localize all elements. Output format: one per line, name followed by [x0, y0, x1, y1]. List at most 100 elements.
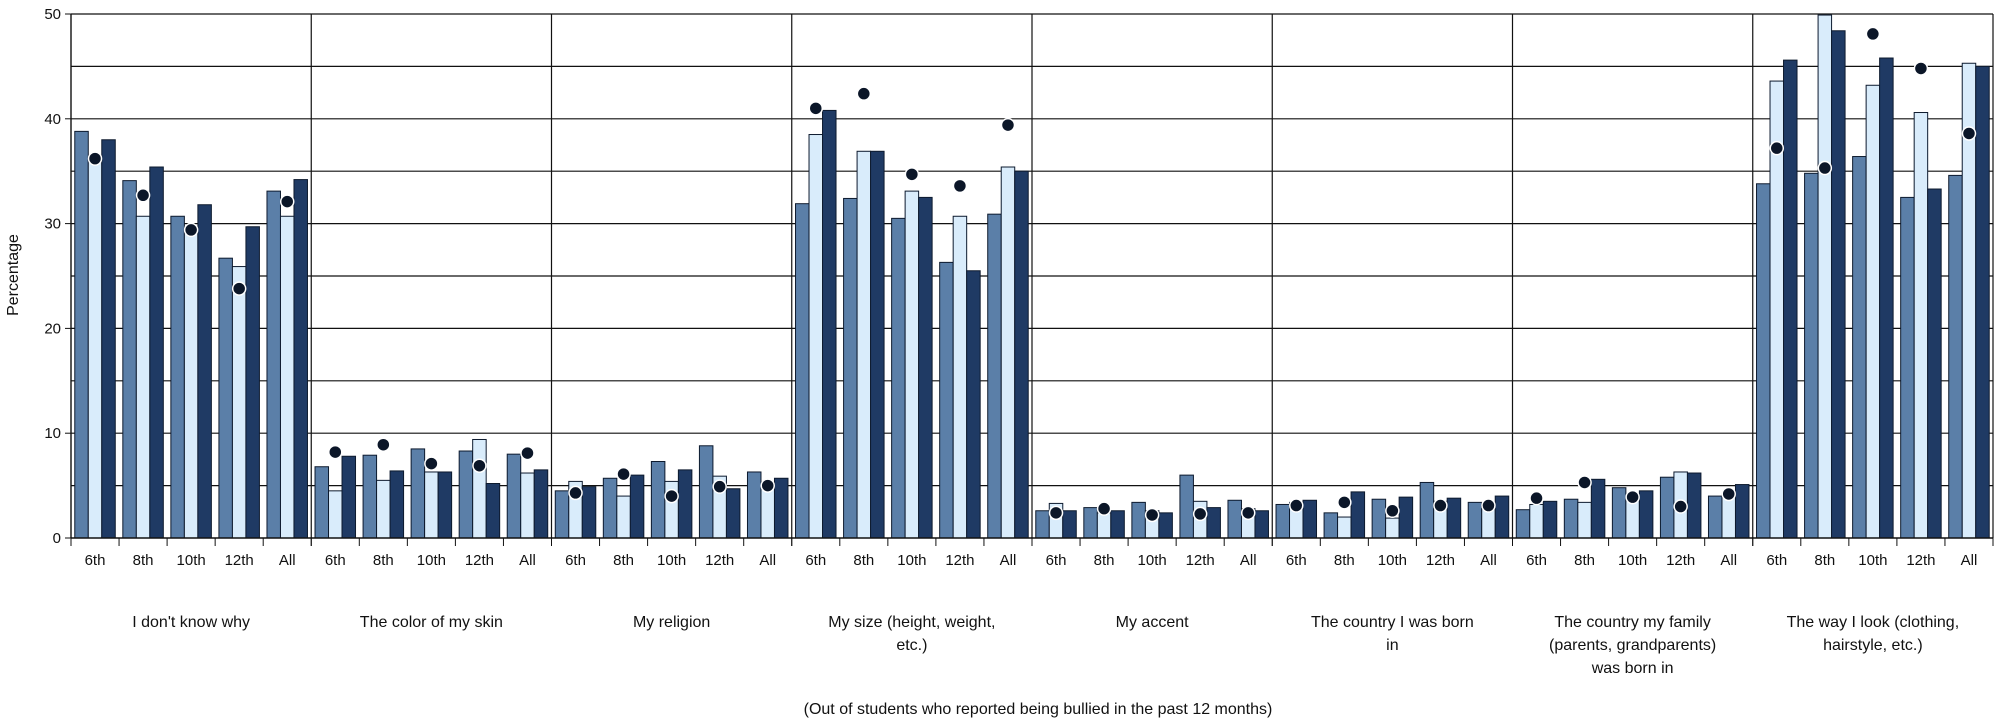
bar	[266, 190, 281, 539]
marker-point	[1817, 160, 1833, 176]
bar	[629, 474, 645, 539]
marker-point	[520, 445, 535, 461]
bar	[1659, 476, 1675, 539]
y-tick-label: 40	[44, 111, 61, 128]
category-label-line: My accent	[1116, 614, 1189, 631]
category-label: The way I look (clothing, hairstyle, etc.…	[1787, 614, 1960, 654]
bar	[122, 180, 137, 539]
bar	[197, 204, 212, 539]
x-tick-label: All	[1240, 552, 1257, 569]
x-tick-label: 6th	[85, 552, 106, 569]
x-tick-label: All	[759, 552, 776, 569]
x-tick-label: 8th	[373, 552, 394, 569]
bar	[1975, 65, 1990, 539]
x-tick-label: 12th	[1426, 552, 1455, 569]
bar	[808, 134, 824, 539]
bar	[87, 157, 103, 539]
bar	[602, 477, 618, 539]
marker-point	[616, 466, 631, 482]
x-tick-label: All	[1480, 552, 1497, 569]
x-tick-label: 6th	[1046, 552, 1067, 569]
marker-point	[808, 101, 824, 116]
bar	[1927, 188, 1942, 539]
bar	[389, 470, 405, 539]
marker-point	[1192, 506, 1208, 522]
bar	[1529, 503, 1544, 539]
marker-point	[1721, 486, 1736, 502]
marker-point	[568, 485, 583, 501]
bar	[1913, 112, 1929, 539]
marker-point	[1433, 498, 1448, 513]
x-tick-label: 10th	[1858, 552, 1887, 569]
category-label: My religion	[633, 614, 710, 631]
bar	[1014, 170, 1029, 539]
bar	[1686, 472, 1702, 539]
x-tick-label: 6th	[1286, 552, 1307, 569]
bar	[891, 217, 906, 539]
bar	[677, 469, 693, 539]
y-axis-title: Percentage	[5, 234, 22, 316]
marker-point	[760, 478, 775, 493]
bar	[1817, 14, 1833, 539]
bar	[1206, 507, 1221, 539]
marker-point	[904, 167, 920, 182]
bar	[1110, 510, 1125, 539]
x-tick-label: 10th	[1378, 552, 1407, 569]
category-label-line: was born in	[1591, 660, 1674, 677]
bar	[1158, 512, 1173, 539]
bar	[1515, 509, 1531, 539]
y-tick-label: 20	[44, 320, 61, 337]
bar	[410, 448, 426, 539]
y-tick-label: 30	[44, 216, 61, 233]
bar	[870, 150, 885, 539]
bar	[1611, 487, 1627, 539]
y-tick-label: 10	[44, 425, 61, 442]
x-tick-label: 8th	[1094, 552, 1115, 569]
bar	[1734, 484, 1750, 539]
bar	[1371, 498, 1387, 539]
bar	[245, 226, 260, 539]
bar	[1385, 517, 1400, 539]
category-label-line: My size (height, weight,	[828, 614, 995, 631]
bar	[1865, 84, 1881, 539]
bar	[843, 197, 858, 539]
x-tick-label: 6th	[565, 552, 586, 569]
bar	[987, 213, 1002, 539]
bar	[1323, 512, 1339, 539]
bar	[506, 453, 522, 539]
category-label-line: (parents, grandparents)	[1549, 637, 1716, 654]
marker-point	[231, 281, 247, 296]
bar	[650, 460, 666, 539]
marker-point	[279, 194, 295, 209]
bar	[581, 486, 597, 539]
bar	[135, 215, 151, 539]
bar	[149, 166, 164, 539]
bar	[1783, 59, 1798, 539]
bar	[231, 266, 247, 539]
markers	[87, 26, 1977, 523]
bar	[1275, 503, 1291, 539]
category-label-line: My religion	[633, 614, 710, 631]
x-tick-label: 12th	[945, 552, 974, 569]
x-tick-label: All	[519, 552, 536, 569]
bar	[1948, 174, 1963, 539]
bar	[437, 471, 453, 539]
bar	[1900, 196, 1915, 539]
x-tick-label: 8th	[1814, 552, 1835, 569]
bar	[1179, 474, 1194, 539]
category-label: The country my family (parents, grandpare…	[1549, 614, 1716, 677]
marker-point	[183, 222, 199, 238]
y-tick-label: 50	[44, 6, 61, 23]
marker-point	[1289, 498, 1304, 513]
x-tick-label: 8th	[853, 552, 874, 569]
bar	[1467, 501, 1483, 539]
bar	[183, 228, 199, 539]
bar	[746, 471, 762, 539]
y-tick-label: 0	[53, 530, 61, 547]
marker-point	[376, 437, 391, 452]
bar	[485, 483, 501, 539]
bar	[1831, 30, 1846, 539]
x-tick-label: 10th	[657, 552, 686, 569]
bar	[341, 455, 357, 539]
bar	[1542, 500, 1558, 539]
